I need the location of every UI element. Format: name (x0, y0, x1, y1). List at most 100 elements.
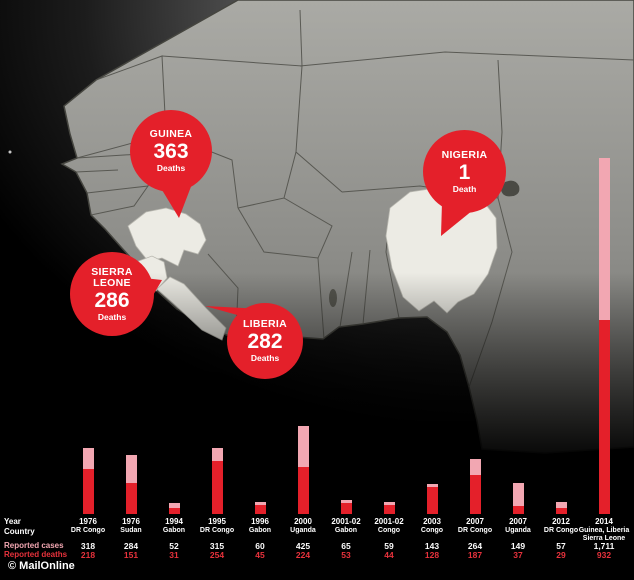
bar-cases-2012-11 (556, 502, 567, 514)
callout-sierra-leone: SIERRA LEONE 286 Deaths (70, 252, 154, 336)
bar-deaths-1996-4 (255, 505, 266, 514)
col-country: DR Congo (457, 527, 493, 534)
bar-deaths-2012-11 (556, 508, 567, 514)
col-country: Gabon (162, 527, 186, 534)
col-year: 2000 (294, 517, 312, 526)
col-deaths: 45 (255, 550, 265, 560)
col-cases: 264 (467, 541, 483, 551)
col-cases: 57 (556, 541, 566, 551)
col-deaths: 37 (513, 550, 523, 560)
col-deaths: 128 (424, 550, 440, 560)
col-cases: 425 (295, 541, 311, 551)
chart-column-1995-3: 1995 DR Congo 315 254 (196, 517, 238, 560)
col-year: 2003 (423, 517, 441, 526)
callout-unit-label: Death (452, 183, 477, 194)
attribution: © MailOnline (8, 560, 75, 572)
col-country: Gabon (248, 527, 272, 534)
callout-nigeria: NIGERIA 1 Death (423, 130, 506, 213)
bar-deaths-1976-0 (83, 469, 94, 514)
bar-cases-1976-1 (126, 455, 137, 514)
col-deaths: 254 (209, 550, 225, 560)
chart-column-2007-9: 2007 DR Congo 264 187 (454, 517, 496, 560)
col-cases: 1,711 (593, 541, 615, 551)
col-country: Uganda (290, 527, 316, 534)
row-label-reported-cases: Reported cases (4, 541, 64, 550)
col-year: 2007 (466, 517, 484, 526)
bar-deaths-2001-02-6 (341, 503, 352, 514)
bar-deaths-1994-2 (169, 508, 180, 514)
bar-deaths-1976-1 (126, 483, 137, 514)
bottom-fade (0, 0, 634, 470)
col-cases: 59 (384, 541, 394, 551)
bar-deaths-2014-12 (599, 320, 610, 514)
bar-cases-2014-12 (599, 158, 610, 514)
col-deaths: 151 (123, 550, 139, 560)
bar-cases-1976-0 (83, 448, 94, 514)
col-cases: 143 (424, 541, 440, 551)
bar-cases-2001-02-6 (341, 500, 352, 514)
bar-cases-1994-2 (169, 503, 180, 514)
chart-column-2007-10: 2007 Uganda 149 37 (497, 517, 539, 560)
chart-column-2014-12: 2014 Guinea, Liberia Sierra Leone 1,711 932 (574, 517, 634, 560)
chart-column-2001-02-7: 2001-02 Congo 59 44 (368, 517, 410, 560)
chart-column-1976-0: 1976 DR Congo 318 218 (67, 517, 109, 560)
col-deaths: 224 (295, 550, 311, 560)
callout-country-name: LIBERIA (242, 318, 288, 330)
callout-death-count: 282 (247, 330, 283, 354)
chart-column-2012-11: 2012 DR Congo 57 29 (540, 517, 582, 560)
row-label-reported-deaths: Reported deaths (4, 550, 68, 559)
bar-deaths-2001-02-7 (384, 505, 395, 514)
col-cases: 318 (80, 541, 96, 551)
callout-unit-label: Deaths (156, 163, 186, 174)
bar-deaths-2007-9 (470, 475, 481, 514)
col-deaths: 44 (384, 550, 394, 560)
col-year: 2014 (595, 517, 613, 526)
callout-death-count: 363 (153, 140, 189, 164)
col-country: Gabon (334, 527, 358, 534)
col-deaths: 53 (341, 550, 351, 560)
row-label-country: Country (4, 527, 35, 536)
bar-cases-1996-4 (255, 502, 266, 514)
bar-cases-2003-8 (427, 484, 438, 514)
col-country: DR Congo (543, 527, 579, 534)
col-year: 1976 (79, 517, 97, 526)
col-deaths: 187 (467, 550, 483, 560)
col-country: Uganda (505, 527, 531, 534)
col-deaths: 218 (80, 550, 96, 560)
col-year: 2007 (509, 517, 527, 526)
col-country: Guinea, Liberia Sierra Leone (578, 527, 630, 542)
col-cases: 52 (169, 541, 179, 551)
bar-cases-1995-3 (212, 448, 223, 514)
callout-unit-label: Deaths (97, 311, 127, 322)
col-year: 1976 (122, 517, 140, 526)
callout-country-name: GUINEA (149, 128, 193, 140)
callout-unit-label: Deaths (250, 353, 280, 364)
chart-column-1976-1: 1976 Sudan 284 151 (110, 517, 152, 560)
callout-liberia: LIBERIA 282 Deaths (227, 303, 303, 379)
chart-column-2001-02-6: 2001-02 Gabon 65 53 (325, 517, 367, 560)
chart-column-1996-4: 1996 Gabon 60 45 (239, 517, 281, 560)
col-year: 2012 (552, 517, 570, 526)
bar-deaths-1995-3 (212, 461, 223, 514)
bar-cases-2000-5 (298, 426, 309, 514)
chart-column-1994-2: 1994 Gabon 52 31 (153, 517, 195, 560)
bar-cases-2007-9 (470, 459, 481, 514)
col-year: 2001-02 (331, 517, 361, 526)
col-cases: 284 (123, 541, 139, 551)
col-year: 2001-02 (374, 517, 404, 526)
row-label-year: Year (4, 517, 21, 526)
col-cases: 315 (209, 541, 225, 551)
callout-death-count: 1 (458, 160, 471, 184)
col-country: Sudan (120, 527, 142, 534)
bar-cases-2007-10 (513, 483, 524, 514)
col-year: 1995 (208, 517, 226, 526)
col-country: Congo (420, 527, 444, 534)
col-year: 1996 (251, 517, 269, 526)
col-year: 1994 (165, 517, 183, 526)
bar-deaths-2000-5 (298, 467, 309, 514)
col-cases: 65 (341, 541, 351, 551)
callout-country-name: NIGERIA (441, 148, 488, 161)
col-deaths: 31 (169, 550, 179, 560)
col-country: DR Congo (199, 527, 235, 534)
bar-deaths-2003-8 (427, 487, 438, 514)
